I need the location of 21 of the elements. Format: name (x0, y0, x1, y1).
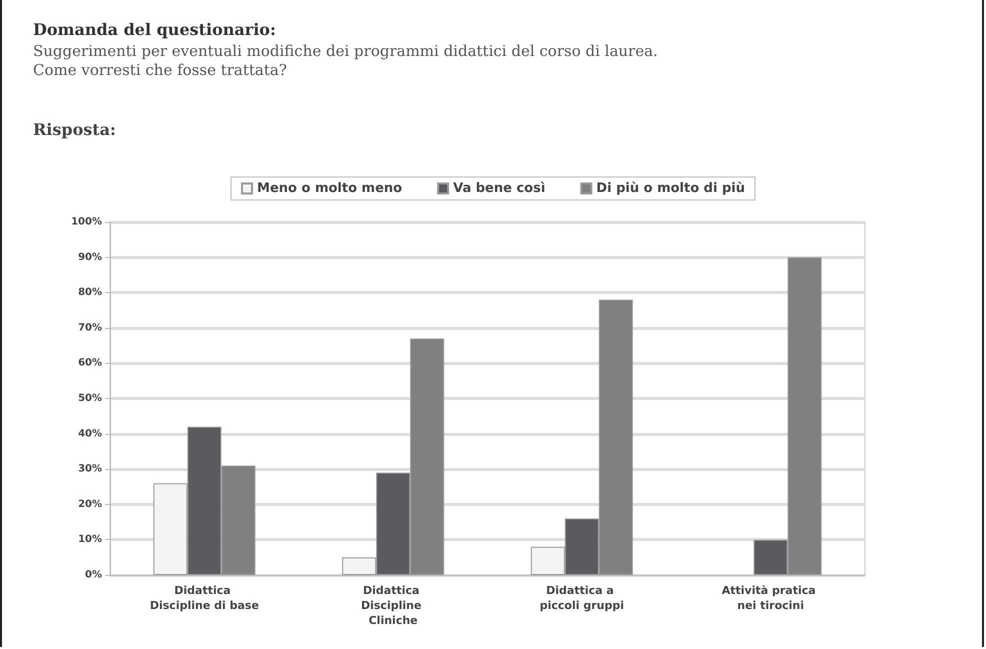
y-tick-label: 0% (85, 570, 102, 580)
legend-label: Meno o molto meno (257, 181, 402, 196)
y-tick-label: 40% (78, 428, 102, 440)
y-tick-label: 30% (78, 464, 102, 475)
y-tick-label: 80% (78, 287, 102, 298)
y-tick-label: 10% (78, 534, 102, 546)
y-tick-label: 50% (78, 393, 102, 404)
x-tick-label: Didattica Discipline Cliniche (360, 584, 426, 627)
y-tick-label: 20% (78, 498, 102, 510)
x-tick-label: Attività pratica nei tirocini (722, 584, 820, 612)
y-tick-label: 70% (78, 322, 102, 334)
x-tick-label: Didattica Discipline di base (150, 584, 259, 612)
x-tick-label: Didattica a piccoli gruppi (540, 584, 624, 612)
y-tick-label: 100% (71, 216, 102, 228)
chart-title: Domanda del questionario: (33, 20, 276, 39)
chart-subtitle: Suggerimenti per eventuali modifiche dei programmi didattici del corso di laurea. Come vorresti che fosse trattata? (33, 42, 658, 80)
legend-label: Va bene così (453, 181, 546, 196)
y-tick-label: 90% (78, 252, 102, 263)
legend-label: Di più o molto di più (596, 181, 745, 196)
y-tick-label: 60% (78, 358, 102, 369)
text: Risposta: (33, 120, 116, 139)
